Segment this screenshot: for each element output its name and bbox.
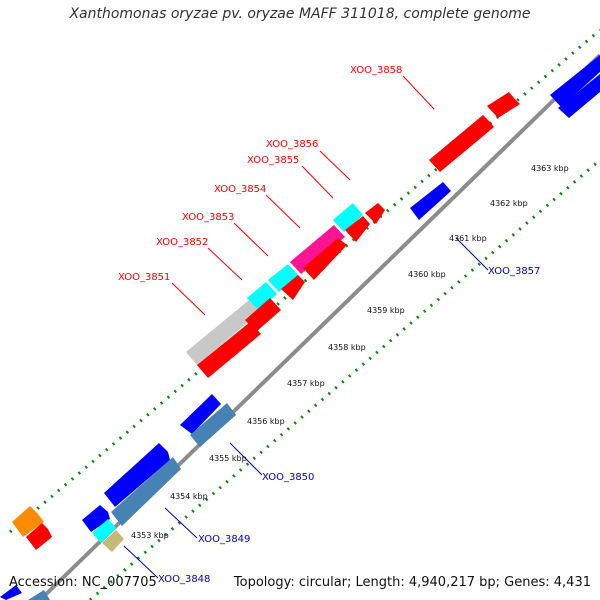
tick-labels: 4353 kbp 4354 kbp 4355 kbp 4356 kbp 4357… (131, 164, 569, 540)
tick-label: 4362 kbp (490, 199, 528, 208)
gene-label-xoo-3851[interactable]: XOO_3851 (118, 272, 170, 283)
tick-label: 4356 kbp (247, 417, 285, 426)
gene-label-xoo-3856[interactable]: XOO_3856 (266, 139, 318, 150)
leader-lines (123, 75, 489, 579)
gene-left-red[interactable] (26, 523, 52, 550)
gene-xoo-3850[interactable] (190, 403, 236, 447)
map-title: Xanthomonas oryzae pv. oryzae MAFF 31101… (69, 6, 531, 22)
leader-xoo-3853 (233, 222, 269, 257)
leader-xoo-3852 (207, 247, 243, 281)
tick-label: 4361 kbp (449, 234, 487, 243)
gene-red-2[interactable] (245, 298, 281, 332)
gene-label-xoo-3854[interactable]: XOO_3854 (214, 184, 266, 195)
tick-label: 4359 kbp (367, 306, 405, 315)
leader-xoo-3850 (229, 442, 263, 476)
gene-blue-small[interactable] (82, 505, 110, 532)
gene-xoo-3848[interactable] (102, 530, 124, 552)
gene-xoo-3854[interactable] (290, 225, 345, 274)
gene-label-xoo-3857[interactable]: XOO_3857 (488, 266, 540, 277)
gene-xoo-3852[interactable] (247, 282, 277, 310)
leader-xoo-3857 (455, 237, 489, 271)
gene-labels: XOO_3851 XOO_3852 XOO_3853 XOO_3854 XOO_… (118, 65, 540, 585)
gene-top-right-1[interactable] (550, 55, 600, 107)
gene-label-xoo-3853[interactable]: XOO_3853 (182, 212, 234, 223)
genome-summary-text: Topology: circular; Length: 4,940,217 bp… (233, 575, 591, 590)
gene-red-5[interactable] (345, 216, 370, 242)
gene-red-1[interactable] (197, 322, 261, 378)
gene-red-3[interactable] (281, 275, 305, 300)
gene-red-4[interactable] (303, 238, 347, 280)
gene-label-xoo-3848[interactable]: XOO_3848 (158, 574, 210, 585)
tick-label: 4353 kbp (131, 531, 169, 540)
leader-xoo-3855 (301, 165, 334, 199)
gene-top-right-2[interactable] (558, 74, 600, 118)
leader-xoo-3849 (164, 507, 198, 539)
leader-xoo-3854 (265, 194, 301, 229)
tick-label: 4360 kbp (408, 270, 446, 279)
gene-red-6[interactable] (365, 203, 385, 224)
forward-strand-genes (12, 55, 600, 537)
gene-bottom-blue[interactable] (0, 585, 22, 600)
gene-left-orange[interactable] (12, 506, 44, 537)
tick-label: 4357 kbp (287, 379, 325, 388)
tick-label: 4358 kbp (328, 343, 366, 352)
gene-label-xoo-3852[interactable]: XOO_3852 (156, 237, 208, 248)
gene-xoo-3858[interactable] (429, 115, 494, 172)
gene-blue-long[interactable] (104, 443, 170, 507)
reverse-strand-genes (0, 74, 600, 600)
gene-xoo-3857[interactable] (410, 182, 451, 220)
tick-label: 4355 kbp (209, 454, 247, 463)
gene-cyan-small[interactable] (92, 519, 116, 543)
gene-label-xoo-3850[interactable]: XOO_3850 (262, 472, 314, 483)
leader-xoo-3851 (171, 282, 206, 316)
gene-bottom-steel[interactable] (28, 590, 50, 600)
gene-label-xoo-3858[interactable]: XOO_3858 (350, 65, 402, 76)
leader-xoo-3856 (319, 150, 351, 181)
gene-xoo-3849[interactable] (111, 457, 181, 526)
gene-xoo-3851[interactable] (186, 300, 260, 365)
gene-xoo-3858b[interactable] (487, 92, 520, 118)
accession-text: Accession: NC_007705 (9, 575, 157, 590)
gene-label-xoo-3855[interactable]: XOO_3855 (247, 155, 299, 166)
tick-label: 4363 kbp (531, 164, 569, 173)
gene-xoo-3855[interactable] (333, 203, 363, 232)
leader-xoo-3848 (123, 545, 159, 579)
outer-tick-ring (9, 28, 600, 534)
gene-blue-mid[interactable] (180, 394, 221, 434)
tick-label: 4354 kbp (170, 492, 208, 501)
gene-xoo-3853[interactable] (268, 264, 299, 292)
leader-xoo-3858 (402, 75, 435, 110)
gene-label-xoo-3849[interactable]: XOO_3849 (198, 534, 250, 545)
